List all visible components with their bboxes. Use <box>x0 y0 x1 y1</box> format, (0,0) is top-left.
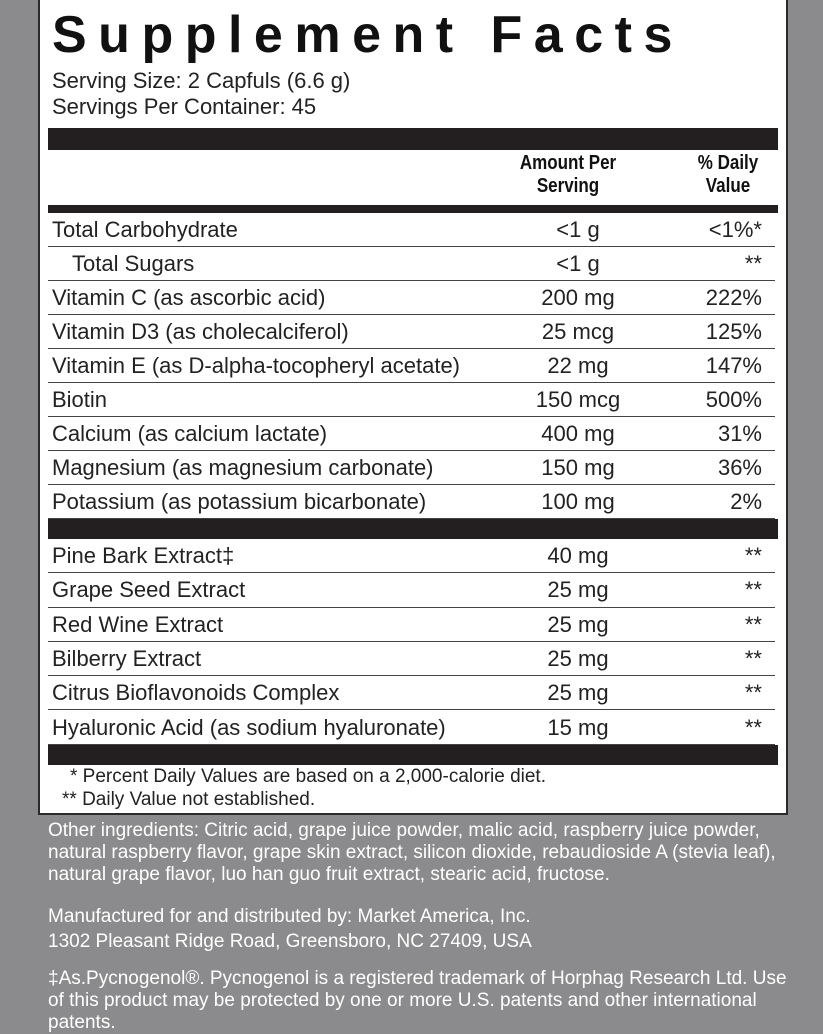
table-row: Hyaluronic Acid (as sodium hyaluronate) 1… <box>48 711 775 745</box>
nutrient-name: Hyaluronic Acid (as sodium hyaluronate) <box>52 714 446 740</box>
daily-value: ** <box>744 714 762 740</box>
table-row: Citrus Bioflavonoids Complex 25 mg ** <box>48 676 775 711</box>
amount: 200 mg <box>541 285 615 310</box>
table-row: Pine Bark Extract‡ 40 mg ** <box>48 539 775 574</box>
amount: 25 mcg <box>541 319 615 344</box>
manufacturer-line: 1302 Pleasant Ridge Road, Greensboro, NC… <box>48 931 532 952</box>
other-ingredients: Other ingredients: Citric acid, grape ju… <box>48 820 776 885</box>
amount: 22 mg <box>547 353 609 378</box>
nutrient-name: Grape Seed Extract <box>52 577 246 603</box>
daily-value: ** <box>744 251 762 276</box>
nutrient-name: Vitamin D3 (as cholecalciferol) <box>52 319 349 344</box>
serving-size: Serving Size: 2 Capfuls (6.6 g) <box>52 68 351 93</box>
daily-value: ** <box>744 543 762 568</box>
divider-bar <box>48 745 778 765</box>
nutrient-name: Citrus Bioflavonoids Complex <box>52 680 340 706</box>
table-row: Bilberry Extract 25 mg ** <box>48 642 775 677</box>
table-row: Total Sugars <1 g ** <box>48 247 775 281</box>
table-row: Vitamin C (as ascorbic acid) 200 mg 222% <box>48 281 775 315</box>
divider-bar <box>48 205 778 213</box>
amount: 150 mg <box>541 455 615 480</box>
manufacturer-line: Manufactured for and distributed by: Mar… <box>48 906 531 927</box>
table-row: Red Wine Extract 25 mg ** <box>48 608 775 642</box>
nutrient-name: Calcium (as calcium lactate) <box>52 421 328 446</box>
nutrient-name: Total Carbohydrate <box>52 217 238 242</box>
amount: 25 mg <box>547 577 609 603</box>
daily-value: <1%* <box>708 217 762 242</box>
trademark-note: ‡As.Pycnogenol®. Pycnogenol is a registe… <box>48 968 787 1033</box>
daily-value: 222% <box>705 285 762 310</box>
footnote: ** Daily Value not established. <box>62 789 316 810</box>
nutrient-name: Potassium (as potassium bicarbonate) <box>52 489 427 514</box>
daily-value: ** <box>744 577 762 603</box>
table-row: Biotin 150 mcg 500% <box>48 383 775 417</box>
column-header: Amount Per Serving <box>519 152 617 197</box>
amount: 25 mg <box>547 680 609 706</box>
daily-value: 125% <box>705 319 762 344</box>
daily-value: 147% <box>705 353 762 378</box>
divider-bar <box>48 519 778 539</box>
table-row: Vitamin E (as D-alpha-tocopheryl acetate… <box>48 349 775 383</box>
nutrient-name: Biotin <box>52 387 108 412</box>
table-row: Grape Seed Extract 25 mg ** <box>48 573 775 608</box>
amount: 25 mg <box>547 645 609 671</box>
amount: 150 mcg <box>535 387 621 412</box>
amount: 25 mg <box>547 611 609 637</box>
daily-value: ** <box>744 645 762 671</box>
amount: 100 mg <box>541 489 615 514</box>
nutrient-name: Pine Bark Extract‡ <box>52 543 235 568</box>
divider-bar <box>48 128 778 150</box>
table-row: Vitamin D3 (as cholecalciferol) 25 mcg 125… <box>48 315 775 349</box>
nutrient-name: Bilberry Extract <box>52 645 202 671</box>
daily-value: 36% <box>717 455 762 480</box>
nutrient-name: Vitamin C (as ascorbic acid) <box>52 285 326 310</box>
amount: <1 g <box>556 251 600 276</box>
table-row: Potassium (as potassium bicarbonate) 100 … <box>48 485 775 519</box>
daily-value: 2% <box>730 489 762 514</box>
nutrient-name: Total Sugars <box>72 251 195 276</box>
amount: <1 g <box>556 217 600 242</box>
nutrient-name: Magnesium (as magnesium carbonate) <box>52 455 434 480</box>
servings-per-container: Servings Per Container: 45 <box>52 94 317 119</box>
amount: 400 mg <box>541 421 615 446</box>
footnote: * Percent Daily Values are based on a 2,… <box>70 766 546 787</box>
table-row: Total Carbohydrate <1 g <1%* <box>48 213 775 247</box>
daily-value: 500% <box>705 387 762 412</box>
title: Supplement Facts <box>52 6 684 64</box>
table-row: Calcium (as calcium lactate) 400 mg 31% <box>48 417 775 451</box>
amount: 15 mg <box>547 714 609 740</box>
facts-panel: Supplement Facts Serving Size: 2 Capfuls… <box>38 0 788 815</box>
daily-value: 31% <box>717 421 762 446</box>
nutrient-name: Vitamin E (as D-alpha-tocopheryl acetate… <box>52 353 461 378</box>
nutrient-name: Red Wine Extract <box>52 611 224 637</box>
daily-value: ** <box>744 611 762 637</box>
daily-value: ** <box>744 680 762 706</box>
column-header: % Daily Value <box>697 152 759 197</box>
table-row: Magnesium (as magnesium carbonate) 150 mg… <box>48 451 775 485</box>
amount: 40 mg <box>547 543 609 568</box>
